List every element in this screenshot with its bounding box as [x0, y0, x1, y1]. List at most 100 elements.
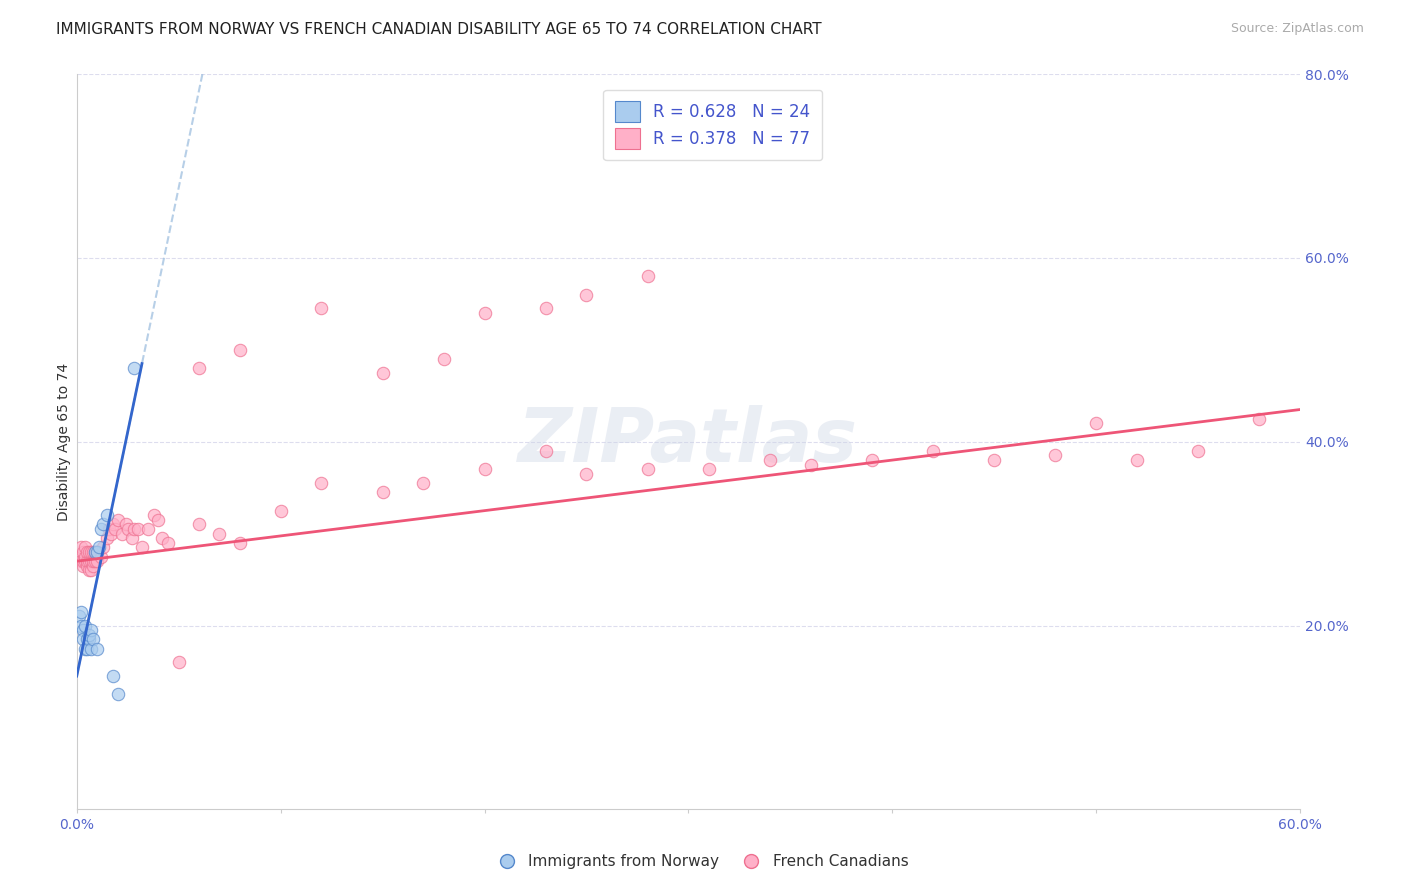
Point	[77, 632, 100, 647]
Point	[311, 301, 333, 316]
Point	[84, 545, 107, 559]
Point	[131, 541, 153, 555]
Point	[69, 618, 91, 632]
Point	[127, 522, 149, 536]
Point	[86, 554, 108, 568]
Point	[208, 526, 231, 541]
Point	[73, 554, 96, 568]
Point	[800, 458, 823, 472]
Point	[122, 361, 145, 376]
Point	[860, 453, 883, 467]
Point	[98, 522, 121, 536]
Legend: Immigrants from Norway, French Canadians: Immigrants from Norway, French Canadians	[492, 848, 914, 875]
Legend: R = 0.628   N = 24, R = 0.378   N = 77: R = 0.628 N = 24, R = 0.378 N = 77	[603, 90, 823, 161]
Point	[311, 476, 333, 491]
Point	[82, 558, 104, 573]
Point	[474, 462, 496, 476]
Point	[90, 522, 112, 536]
Point	[69, 554, 91, 568]
Point	[157, 536, 180, 550]
Point	[76, 545, 98, 559]
Point	[80, 545, 103, 559]
Point	[983, 453, 1005, 467]
Point	[534, 301, 557, 316]
Point	[69, 541, 91, 555]
Point	[110, 526, 132, 541]
Point	[107, 688, 129, 702]
Point	[80, 623, 103, 637]
Point	[84, 545, 107, 559]
Point	[107, 513, 129, 527]
Point	[1187, 443, 1209, 458]
Point	[76, 632, 98, 647]
Point	[76, 558, 98, 573]
Point	[1126, 453, 1149, 467]
Point	[77, 628, 100, 642]
Point	[188, 517, 211, 532]
Point	[84, 554, 107, 568]
Point	[759, 453, 782, 467]
Point	[922, 443, 945, 458]
Point	[637, 462, 659, 476]
Point	[167, 655, 190, 669]
Point	[72, 623, 94, 637]
Point	[72, 545, 94, 559]
Text: Source: ZipAtlas.com: Source: ZipAtlas.com	[1230, 22, 1364, 36]
Point	[371, 485, 394, 500]
Point	[82, 554, 104, 568]
Point	[697, 462, 720, 476]
Point	[575, 467, 598, 481]
Point	[637, 269, 659, 284]
Point	[89, 541, 111, 555]
Point	[80, 563, 103, 577]
Point	[433, 351, 456, 366]
Point	[229, 343, 252, 357]
Point	[1085, 417, 1108, 431]
Point	[76, 554, 98, 568]
Point	[80, 641, 103, 656]
Point	[534, 443, 557, 458]
Point	[86, 545, 108, 559]
Point	[103, 669, 125, 683]
Point	[371, 366, 394, 380]
Point	[91, 517, 114, 532]
Point	[100, 526, 122, 541]
Point	[73, 549, 96, 564]
Point	[82, 632, 104, 647]
Point	[72, 632, 94, 647]
Point	[122, 522, 145, 536]
Point	[76, 641, 98, 656]
Point	[229, 536, 252, 550]
Y-axis label: Disability Age 65 to 74: Disability Age 65 to 74	[58, 363, 72, 521]
Point	[121, 531, 143, 545]
Point	[73, 641, 96, 656]
Point	[67, 549, 90, 564]
Point	[72, 558, 94, 573]
Point	[77, 545, 100, 559]
Point	[188, 361, 211, 376]
Point	[82, 545, 104, 559]
Point	[96, 531, 118, 545]
Point	[136, 522, 159, 536]
Point	[72, 554, 94, 568]
Point	[90, 549, 112, 564]
Point	[114, 517, 136, 532]
Point	[1045, 449, 1067, 463]
Point	[73, 541, 96, 555]
Point	[148, 513, 170, 527]
Point	[96, 508, 118, 523]
Point	[73, 618, 96, 632]
Point	[150, 531, 173, 545]
Point	[270, 503, 292, 517]
Point	[104, 522, 127, 536]
Point	[80, 554, 103, 568]
Point	[117, 522, 139, 536]
Point	[575, 287, 598, 301]
Text: ZIPatlas: ZIPatlas	[519, 405, 859, 478]
Point	[412, 476, 434, 491]
Point	[67, 609, 90, 624]
Point	[143, 508, 166, 523]
Point	[91, 541, 114, 555]
Point	[77, 554, 100, 568]
Point	[77, 563, 100, 577]
